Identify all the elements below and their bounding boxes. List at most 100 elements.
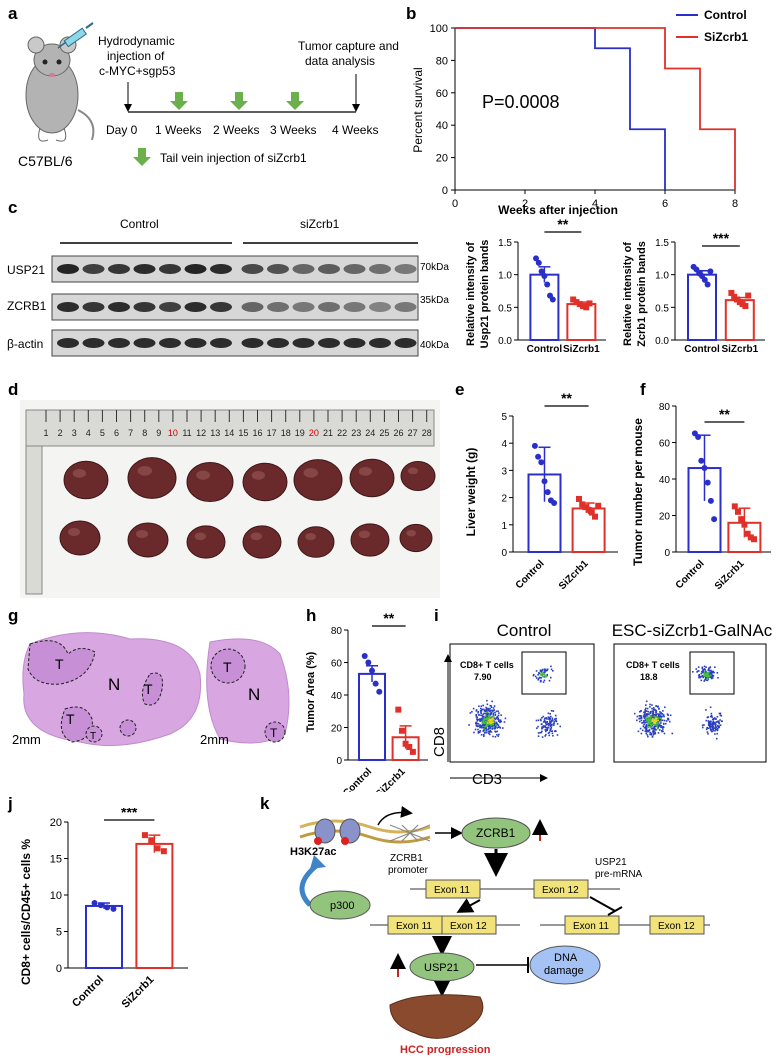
flow-dot bbox=[657, 732, 660, 734]
flow-dot bbox=[709, 666, 712, 668]
flow-dot bbox=[706, 673, 709, 676]
flow-dot bbox=[546, 674, 548, 677]
ruler-number: 8 bbox=[142, 428, 147, 438]
flow-dot bbox=[707, 671, 710, 674]
flow-dot bbox=[711, 730, 713, 733]
flow-dot bbox=[543, 668, 546, 671]
flow-dot bbox=[655, 705, 657, 707]
flow-dot bbox=[652, 708, 655, 711]
flow-dot bbox=[496, 723, 499, 726]
flow-dot bbox=[492, 714, 495, 716]
flow-dot bbox=[555, 717, 557, 720]
flow-dot bbox=[647, 722, 649, 725]
y-tick-label: 1.0 bbox=[655, 271, 669, 282]
flow-dot bbox=[654, 717, 657, 720]
significance-stars: *** bbox=[713, 230, 730, 246]
flow-dot bbox=[546, 669, 548, 672]
flow-dot bbox=[707, 674, 710, 677]
flow-dot bbox=[488, 717, 491, 719]
flow-dot bbox=[549, 729, 551, 732]
flow-dot bbox=[654, 719, 657, 722]
flow-dot bbox=[483, 723, 486, 726]
flow-dot bbox=[475, 721, 478, 724]
liver-nodule bbox=[358, 530, 370, 539]
flow-dot bbox=[654, 731, 656, 734]
flow-dot bbox=[550, 710, 553, 712]
blot-kda-40: 40kDa bbox=[420, 340, 449, 351]
data-point bbox=[402, 740, 409, 747]
data-point bbox=[160, 848, 167, 855]
liver-nodule bbox=[407, 467, 418, 475]
flow-dot bbox=[645, 710, 648, 712]
flow-dot bbox=[708, 722, 711, 725]
flow-dot bbox=[647, 713, 649, 715]
liver-nodule bbox=[250, 532, 262, 541]
flow-dot bbox=[476, 725, 479, 727]
x-tick-label: 6 bbox=[662, 198, 668, 210]
flow-dot bbox=[713, 717, 716, 719]
blot-band bbox=[343, 264, 366, 274]
flow-dot bbox=[644, 721, 647, 724]
flow-dot bbox=[707, 669, 710, 671]
flow-dot bbox=[643, 720, 646, 722]
data-point bbox=[707, 497, 714, 504]
flow-dot bbox=[548, 679, 551, 682]
flow-dot bbox=[492, 725, 495, 727]
timeline-week4: 4 Weeks bbox=[332, 123, 378, 137]
flow-dot bbox=[656, 716, 659, 719]
blot-band bbox=[108, 338, 130, 348]
flow-dot bbox=[698, 673, 701, 676]
flow-dot bbox=[497, 710, 499, 712]
ruler-ticks: 1 2 3 4 5 6 7 8 9 10 11 12 13 14 15 16 17 18 19 20 21 22 23 24 2… bbox=[43, 410, 432, 438]
significance-stars: ** bbox=[383, 612, 394, 626]
flow-dot bbox=[544, 726, 547, 729]
data-point bbox=[588, 509, 595, 516]
data-point bbox=[141, 832, 148, 839]
flow-dot bbox=[492, 715, 495, 718]
flow-dot bbox=[655, 721, 658, 724]
flow-dot bbox=[538, 677, 540, 680]
flow-dot bbox=[647, 720, 650, 723]
flow-dot bbox=[486, 719, 489, 721]
blot-band bbox=[159, 302, 181, 312]
k-h3k27ac: H3K27ac bbox=[290, 846, 336, 858]
flow-dot bbox=[718, 722, 720, 725]
flow-dot bbox=[476, 722, 479, 725]
flow-dot bbox=[667, 718, 670, 721]
flow-dot bbox=[475, 713, 478, 716]
flow-dot bbox=[550, 723, 553, 726]
flow-dot bbox=[540, 672, 542, 674]
flow-dot bbox=[705, 673, 707, 675]
flow-dot bbox=[711, 724, 713, 726]
flow-dot bbox=[649, 715, 652, 718]
ruler-number: 19 bbox=[295, 428, 305, 438]
flow-dot bbox=[537, 735, 540, 737]
flow-dot bbox=[535, 719, 538, 722]
flow-dot bbox=[662, 726, 665, 729]
flow-dot bbox=[715, 720, 718, 723]
flow-dot bbox=[545, 723, 548, 726]
flow-dot bbox=[649, 719, 652, 721]
blot-band bbox=[108, 264, 130, 274]
data-point bbox=[728, 289, 735, 296]
panel-label-e: e bbox=[455, 380, 465, 399]
flow-dot bbox=[540, 677, 542, 679]
flow-dot bbox=[716, 732, 719, 735]
flow-dot bbox=[542, 676, 545, 678]
flow-dot bbox=[708, 669, 711, 672]
flow-dot bbox=[491, 725, 494, 727]
ruler-number: 12 bbox=[196, 428, 206, 438]
significance-stars: ** bbox=[719, 406, 730, 422]
flow-dot bbox=[719, 714, 722, 717]
flow-dot bbox=[708, 725, 711, 728]
ruler-number: 14 bbox=[224, 428, 234, 438]
flow-dot bbox=[498, 712, 500, 714]
flow-dot bbox=[486, 716, 489, 719]
blot-band bbox=[210, 302, 232, 312]
flow-dot bbox=[493, 717, 496, 720]
flow-dot bbox=[698, 676, 701, 678]
flow-dot bbox=[645, 704, 647, 706]
flow-dot bbox=[492, 723, 494, 726]
flow-dot bbox=[485, 716, 488, 718]
flow-dot bbox=[639, 727, 642, 730]
